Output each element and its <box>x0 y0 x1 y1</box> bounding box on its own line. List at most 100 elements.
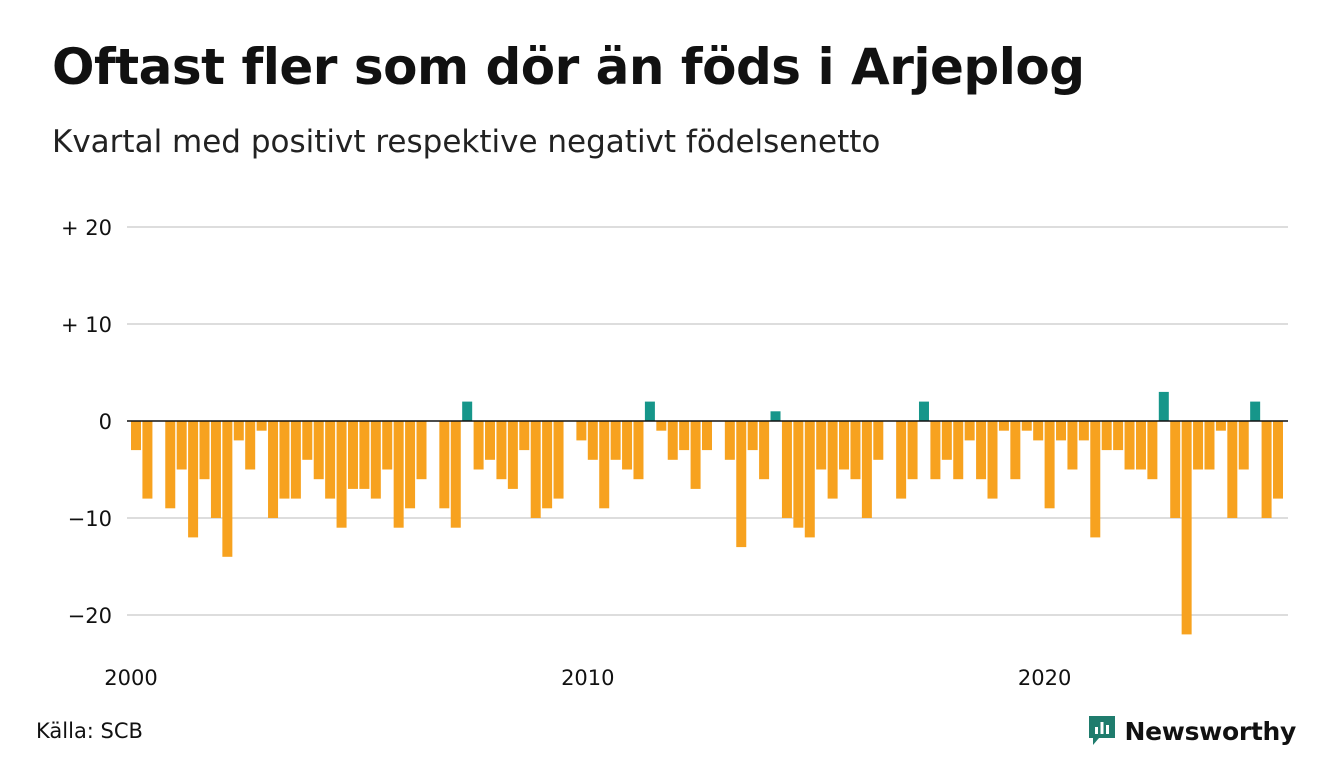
bar-negative <box>1181 421 1192 635</box>
bar-negative <box>793 421 804 528</box>
bar-negative <box>439 421 450 509</box>
bar-negative <box>610 421 621 460</box>
bar-negative <box>199 421 210 480</box>
bar-negative <box>816 421 827 470</box>
bar-negative <box>690 421 701 489</box>
bar-negative <box>450 421 461 528</box>
bar-positive <box>918 401 929 421</box>
bar-negative <box>233 421 244 441</box>
bar-negative <box>667 421 678 460</box>
bar-negative <box>347 421 358 489</box>
bar-negative <box>1056 421 1067 441</box>
bar-negative <box>1261 421 1272 518</box>
bar-negative <box>1101 421 1112 451</box>
bar-negative <box>622 421 633 470</box>
bar-negative <box>1021 421 1032 431</box>
bar-negative <box>702 421 712 451</box>
y-tick-label: + 20 <box>61 216 112 240</box>
bar-negative <box>747 421 758 451</box>
bar-negative <box>1170 421 1181 518</box>
bar-negative <box>873 421 884 460</box>
bar-negative <box>781 421 792 518</box>
bar-negative <box>496 421 507 480</box>
brand-logo: Newsworthy <box>1087 714 1297 748</box>
bar-negative <box>405 421 416 509</box>
bar-negative <box>1033 421 1044 441</box>
bar-negative <box>222 421 233 557</box>
bar-negative <box>313 421 324 480</box>
bar-negative <box>1078 421 1089 441</box>
bar-negative <box>987 421 998 499</box>
bar-negative <box>1193 421 1204 470</box>
bar-negative <box>576 421 587 441</box>
chart-subtitle: Kvartal med positivt respektive negativt… <box>52 124 881 160</box>
bar-negative <box>279 421 290 499</box>
bar-negative <box>176 421 187 470</box>
bar-negative <box>1067 421 1078 470</box>
bar-negative <box>188 421 199 538</box>
chart-title: Oftast fler som dör än föds i Arjeplog <box>52 38 1085 96</box>
bar-negative <box>1135 421 1146 470</box>
bar-negative <box>1124 421 1135 470</box>
bar-negative <box>1204 421 1215 470</box>
bar-negative <box>861 421 872 518</box>
bars <box>131 391 1283 635</box>
bar-negative <box>485 421 496 460</box>
y-tick-label: 0 <box>99 410 112 434</box>
y-tick-label: −20 <box>68 604 112 628</box>
bar-negative <box>804 421 815 538</box>
bar-negative <box>827 421 838 499</box>
bar-positive <box>1250 401 1261 421</box>
bar-negative <box>998 421 1009 431</box>
bar-negative <box>542 421 553 509</box>
bar-negative <box>964 421 975 441</box>
y-tick-label: + 10 <box>61 313 112 337</box>
bar-negative <box>724 421 735 460</box>
bar-negative <box>930 421 941 480</box>
bar-negative <box>210 421 221 518</box>
bar-negative <box>290 421 301 499</box>
bar-negative <box>131 421 141 451</box>
bar-positive <box>770 411 781 421</box>
bar-negative <box>382 421 393 470</box>
bar-negative <box>530 421 541 518</box>
bar-negative <box>359 421 370 489</box>
bar-negative <box>599 421 610 509</box>
bar-negative <box>553 421 564 499</box>
bar-negative <box>1044 421 1055 509</box>
y-axis-labels: + 20 + 10 0 −10 −20 <box>61 216 112 628</box>
brand-name: Newsworthy <box>1124 716 1297 746</box>
bar-negative <box>850 421 861 480</box>
bar-negative <box>393 421 404 528</box>
bar-negative <box>325 421 336 499</box>
bar-negative <box>1010 421 1021 480</box>
bar-negative <box>679 421 690 451</box>
bar-negative <box>656 421 667 431</box>
bar-negative <box>633 421 644 480</box>
bar-positive <box>1158 391 1169 421</box>
bar-negative <box>587 421 598 460</box>
x-tick-label: 2000 <box>104 666 157 690</box>
bar-negative <box>416 421 427 480</box>
bar-negative <box>165 421 176 509</box>
bar-negative <box>1113 421 1124 451</box>
bar-negative <box>896 421 907 499</box>
bar-negative <box>370 421 381 499</box>
newsworthy-logo-icon <box>1088 716 1115 745</box>
source-note: Källa: SCB <box>36 719 143 743</box>
bar-negative <box>1147 421 1158 480</box>
x-tick-label: 2010 <box>561 666 614 690</box>
bar-negative <box>1215 421 1226 431</box>
bar-negative <box>256 421 267 431</box>
x-axis-labels: 2000 2010 2020 <box>104 666 1071 690</box>
bar-negative <box>336 421 347 528</box>
bar-negative <box>759 421 770 480</box>
bar-positive <box>462 401 473 421</box>
bar-negative <box>1090 421 1101 538</box>
bar-negative <box>953 421 964 480</box>
bar-negative <box>976 421 987 480</box>
bar-negative <box>268 421 279 518</box>
bar-negative <box>839 421 850 470</box>
bar-negative <box>907 421 918 480</box>
